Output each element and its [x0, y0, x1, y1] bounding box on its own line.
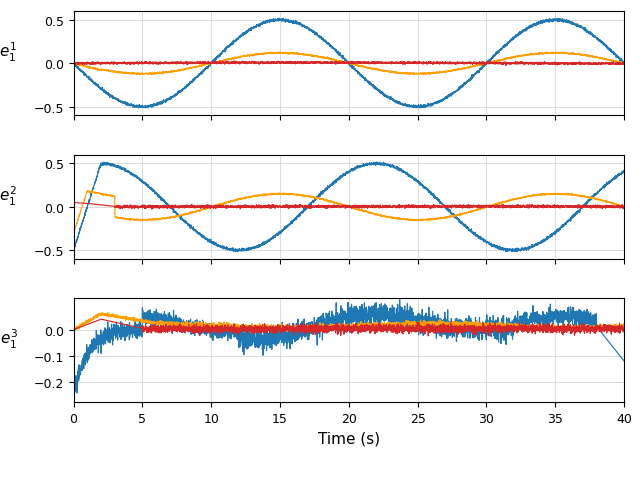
Y-axis label: $e_1^1$: $e_1^1$: [0, 41, 17, 64]
X-axis label: Time (s): Time (s): [317, 431, 380, 446]
Y-axis label: $e_1^3$: $e_1^3$: [0, 327, 17, 351]
Y-axis label: $e_1^2$: $e_1^2$: [0, 184, 17, 207]
